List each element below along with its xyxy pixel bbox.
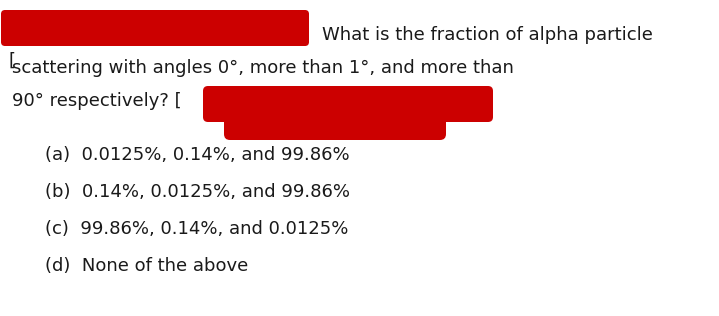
Text: What is the fraction of alpha particle: What is the fraction of alpha particle bbox=[322, 26, 653, 44]
FancyBboxPatch shape bbox=[203, 86, 493, 122]
Text: (a)  0.0125%, 0.14%, and 99.86%: (a) 0.0125%, 0.14%, and 99.86% bbox=[45, 146, 349, 164]
FancyBboxPatch shape bbox=[1, 10, 309, 46]
Text: scattering with angles 0°, more than 1°, and more than: scattering with angles 0°, more than 1°,… bbox=[12, 59, 514, 77]
Text: 90° respectively? [: 90° respectively? [ bbox=[12, 92, 182, 110]
Text: [: [ bbox=[8, 52, 15, 70]
Text: (c)  99.86%, 0.14%, and 0.0125%: (c) 99.86%, 0.14%, and 0.0125% bbox=[45, 220, 349, 238]
Text: (d)  None of the above: (d) None of the above bbox=[45, 257, 248, 275]
FancyBboxPatch shape bbox=[224, 106, 446, 140]
Text: (b)  0.14%, 0.0125%, and 99.86%: (b) 0.14%, 0.0125%, and 99.86% bbox=[45, 183, 350, 201]
